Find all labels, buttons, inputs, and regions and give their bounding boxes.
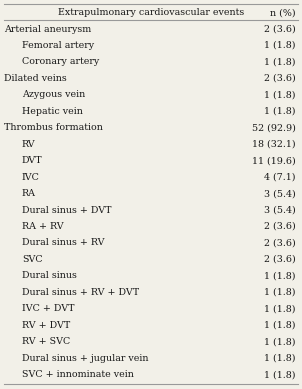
Text: 52 (92.9): 52 (92.9)	[252, 123, 296, 132]
Text: 3 (5.4): 3 (5.4)	[264, 205, 296, 215]
Text: IVC: IVC	[22, 173, 40, 182]
Text: 1 (1.8): 1 (1.8)	[265, 304, 296, 313]
Text: Dilated veins: Dilated veins	[4, 74, 67, 83]
Text: Dural sinus + DVT: Dural sinus + DVT	[22, 205, 111, 215]
Text: Dural sinus: Dural sinus	[22, 272, 77, 280]
Text: Hepatic vein: Hepatic vein	[22, 107, 83, 116]
Text: 3 (5.4): 3 (5.4)	[264, 189, 296, 198]
Text: 11 (19.6): 11 (19.6)	[252, 156, 296, 165]
Text: Dural sinus + RV: Dural sinus + RV	[22, 238, 104, 247]
Text: Femoral artery: Femoral artery	[22, 41, 94, 50]
Text: RV + SVC: RV + SVC	[22, 337, 70, 346]
Text: 2 (3.6): 2 (3.6)	[264, 74, 296, 83]
Text: SVC + innominate vein: SVC + innominate vein	[22, 370, 134, 379]
Text: RV: RV	[22, 140, 36, 149]
Text: Dural sinus + jugular vein: Dural sinus + jugular vein	[22, 354, 149, 363]
Text: 1 (1.8): 1 (1.8)	[265, 41, 296, 50]
Text: n (%): n (%)	[270, 8, 296, 17]
Text: 1 (1.8): 1 (1.8)	[265, 337, 296, 346]
Text: Arterial aneurysm: Arterial aneurysm	[4, 25, 91, 33]
Text: 1 (1.8): 1 (1.8)	[265, 370, 296, 379]
Text: 2 (3.6): 2 (3.6)	[264, 238, 296, 247]
Text: 2 (3.6): 2 (3.6)	[264, 222, 296, 231]
Text: SVC: SVC	[22, 255, 43, 264]
Text: Azygous vein: Azygous vein	[22, 90, 85, 99]
Text: Thrombus formation: Thrombus formation	[4, 123, 103, 132]
Text: 1 (1.8): 1 (1.8)	[265, 354, 296, 363]
Text: 1 (1.8): 1 (1.8)	[265, 107, 296, 116]
Text: 1 (1.8): 1 (1.8)	[265, 288, 296, 297]
Text: Dural sinus + RV + DVT: Dural sinus + RV + DVT	[22, 288, 139, 297]
Text: 2 (3.6): 2 (3.6)	[264, 255, 296, 264]
Text: RV + DVT: RV + DVT	[22, 321, 70, 330]
Text: DVT: DVT	[22, 156, 43, 165]
Text: RA: RA	[22, 189, 36, 198]
Text: Coronary artery: Coronary artery	[22, 58, 99, 67]
Text: 1 (1.8): 1 (1.8)	[265, 58, 296, 67]
Text: 2 (3.6): 2 (3.6)	[264, 25, 296, 33]
Text: 1 (1.8): 1 (1.8)	[265, 272, 296, 280]
Text: Extrapulmonary cardiovascular events: Extrapulmonary cardiovascular events	[58, 8, 244, 17]
Text: 1 (1.8): 1 (1.8)	[265, 90, 296, 99]
Text: 18 (32.1): 18 (32.1)	[252, 140, 296, 149]
Text: RA + RV: RA + RV	[22, 222, 64, 231]
Text: IVC + DVT: IVC + DVT	[22, 304, 75, 313]
Text: 1 (1.8): 1 (1.8)	[265, 321, 296, 330]
Text: 4 (7.1): 4 (7.1)	[265, 173, 296, 182]
